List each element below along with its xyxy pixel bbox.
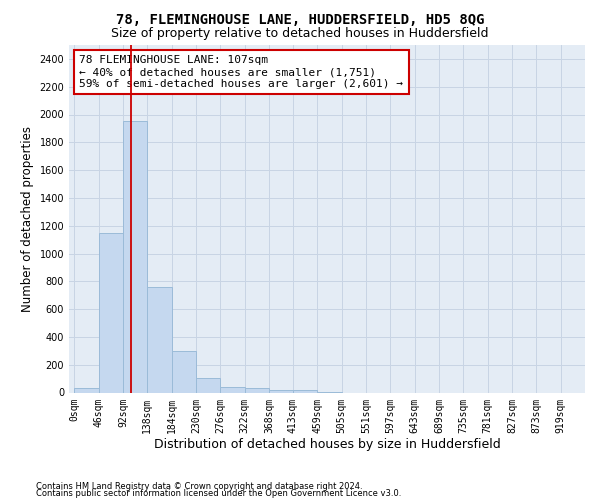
Bar — [172, 351, 196, 393]
Y-axis label: Number of detached properties: Number of detached properties — [21, 126, 34, 312]
Bar — [245, 388, 269, 392]
Text: Contains public sector information licensed under the Open Government Licence v3: Contains public sector information licen… — [36, 489, 401, 498]
Bar — [123, 122, 148, 392]
Text: Size of property relative to detached houses in Huddersfield: Size of property relative to detached ho… — [111, 28, 489, 40]
Bar — [148, 287, 172, 393]
Bar — [269, 390, 293, 392]
Bar — [196, 378, 220, 392]
Bar — [74, 388, 98, 392]
Bar — [220, 387, 245, 392]
Text: Contains HM Land Registry data © Crown copyright and database right 2024.: Contains HM Land Registry data © Crown c… — [36, 482, 362, 491]
Bar — [293, 390, 317, 392]
Bar — [98, 232, 123, 392]
Text: 78, FLEMINGHOUSE LANE, HUDDERSFIELD, HD5 8QG: 78, FLEMINGHOUSE LANE, HUDDERSFIELD, HD5… — [116, 12, 484, 26]
X-axis label: Distribution of detached houses by size in Huddersfield: Distribution of detached houses by size … — [154, 438, 500, 451]
Text: 78 FLEMINGHOUSE LANE: 107sqm
← 40% of detached houses are smaller (1,751)
59% of: 78 FLEMINGHOUSE LANE: 107sqm ← 40% of de… — [79, 56, 403, 88]
